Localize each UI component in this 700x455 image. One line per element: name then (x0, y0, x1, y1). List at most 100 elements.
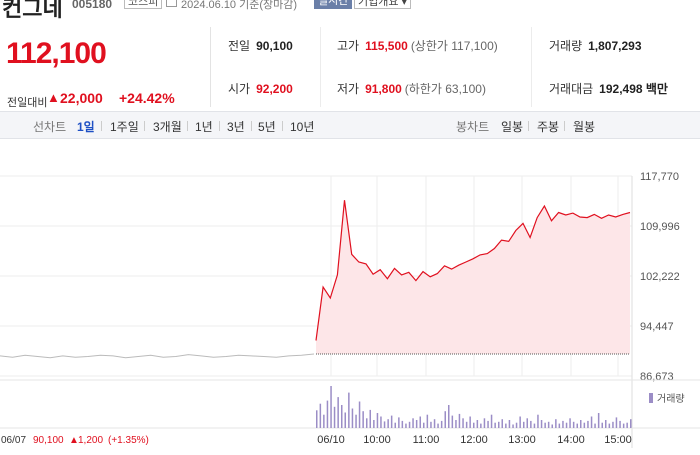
stat-prev-value: 90,100 (256, 39, 293, 53)
y-tick-label: 94,447 (640, 321, 674, 333)
candle-chart-tab[interactable]: 봉차트 (456, 120, 490, 134)
chart-range-bar: 선차트 1일 1주일 3개월 1년 3년 5년 10년 봉차트 일봉 주봉 월봉 (0, 111, 700, 139)
period-1d[interactable]: 1일 (77, 120, 95, 134)
period-10y[interactable]: 10년 (290, 120, 315, 134)
stat-low: 저가 91,800 (하한가 63,100) (337, 80, 486, 97)
volume-bar (398, 417, 400, 428)
volume-bar (440, 420, 443, 428)
volume-bar (415, 420, 418, 428)
volume-bar (430, 421, 432, 428)
volume-bar (612, 421, 614, 428)
volume-bar (498, 421, 500, 428)
volume-bar (330, 386, 332, 428)
x-tick-label: 13:00 (508, 434, 536, 446)
volume-bar (473, 422, 475, 428)
volume-bar (622, 423, 625, 428)
volume-bar (462, 418, 464, 428)
change-value: 22,000 (60, 90, 103, 106)
chevron-down-icon: ▾ (398, 0, 408, 8)
stat-amount-value: 192,498 백만 (599, 82, 668, 96)
volume-bar (533, 423, 536, 428)
calendar-icon (166, 0, 177, 7)
volume-bar (344, 412, 346, 428)
period-3m[interactable]: 3개월 (153, 120, 182, 134)
volume-bar (512, 424, 514, 428)
period-1y[interactable]: 1년 (195, 120, 213, 134)
candle-weekly[interactable]: 주봉 (537, 120, 560, 134)
company-info-dropdown[interactable]: 기업개요 ▾ (354, 0, 412, 9)
change-percent: +24.42% (119, 90, 175, 106)
volume-bar (351, 408, 354, 428)
volume-bar (455, 420, 457, 428)
volume-bar (316, 410, 318, 428)
volume-legend-label: 거래량 (657, 393, 685, 405)
volume-bar (501, 419, 503, 428)
volume-bar (458, 413, 461, 428)
volume-bar (469, 416, 471, 428)
stock-code: 005180 (72, 0, 113, 11)
stat-high: 고가 115,500 (상한가 117,100) (337, 37, 498, 54)
x-tick-label: 12:00 (460, 434, 488, 446)
volume-bar (590, 416, 593, 428)
volume-bar (555, 419, 557, 428)
volume-bar (437, 423, 439, 428)
volume-bar (348, 392, 350, 428)
stat-amount-label: 거래대금 (549, 82, 594, 96)
candle-monthly[interactable]: 월봉 (573, 120, 596, 134)
price-chart-svg: 117,770 109,996 102,222 94,447 86,673 거래량 06/1… (0, 171, 700, 448)
volume-legend-swatch (649, 393, 653, 403)
market-badge[interactable]: 코스피 (124, 0, 163, 9)
volume-bar (565, 422, 568, 428)
volume-bar (487, 420, 489, 428)
volume-bar (580, 420, 582, 428)
volume-bar (537, 414, 539, 428)
volume-bar (480, 423, 482, 428)
prev-day-close: 90,100 (33, 435, 64, 446)
volume-bar (319, 403, 322, 428)
volume-bar (355, 414, 357, 428)
stat-volume-label: 거래량 (549, 39, 583, 53)
period-1w[interactable]: 1주일 (110, 120, 139, 134)
prev-day-percent: (+1.35%) (108, 435, 149, 446)
y-tick-label: 109,996 (640, 221, 680, 233)
volume-bar (544, 422, 546, 428)
volume-bar (551, 424, 553, 428)
x-tick-label: 06/10 (317, 434, 345, 446)
volume-bar (362, 411, 364, 428)
volume-bar (373, 420, 375, 428)
volume-bar (583, 422, 586, 428)
volume-bar (619, 420, 621, 428)
stats-table: 전일 90,100 고가 115,500 (상한가 117,100) 거래량 1,807… (210, 27, 700, 107)
candle-daily[interactable]: 일봉 (501, 120, 524, 134)
volume-bar (401, 420, 404, 428)
realtime-button[interactable]: 실시간 (314, 0, 353, 9)
volume-bar (405, 423, 407, 428)
up-arrow-icon: ▲ (47, 90, 60, 105)
period-5y[interactable]: 5년 (258, 120, 276, 134)
prev-day-line (0, 353, 315, 359)
prev-day-change: 1,200 (78, 435, 103, 446)
prev-day-date: 06/07 (1, 435, 26, 446)
y-tick-label: 117,770 (640, 171, 679, 183)
volume-bar (326, 400, 329, 428)
stat-lower-limit: (하한가 63,100) (404, 82, 486, 96)
volume-bar (608, 423, 611, 428)
volume-bar (337, 397, 339, 428)
stat-low-value: 91,800 (365, 82, 402, 96)
volume-bar (572, 421, 575, 428)
price-chart[interactable]: 117,770 109,996 102,222 94,447 86,673 거래량 06/1… (0, 140, 700, 450)
volume-bar (376, 413, 379, 428)
volume-bar (490, 414, 493, 428)
line-chart-tab[interactable]: 선차트 (33, 120, 67, 134)
x-tick-label: 11:00 (413, 434, 440, 446)
x-tick-label: 10:00 (363, 434, 391, 446)
volume-bar (380, 416, 382, 428)
volume-bar (626, 422, 628, 428)
period-3y[interactable]: 3년 (227, 120, 245, 134)
volume-bar (526, 418, 528, 428)
volume-bar (383, 421, 386, 428)
volume-bar (358, 401, 361, 428)
volume-bar (369, 409, 371, 428)
volume-bar (423, 422, 425, 428)
y-tick-label: 86,673 (640, 371, 674, 383)
